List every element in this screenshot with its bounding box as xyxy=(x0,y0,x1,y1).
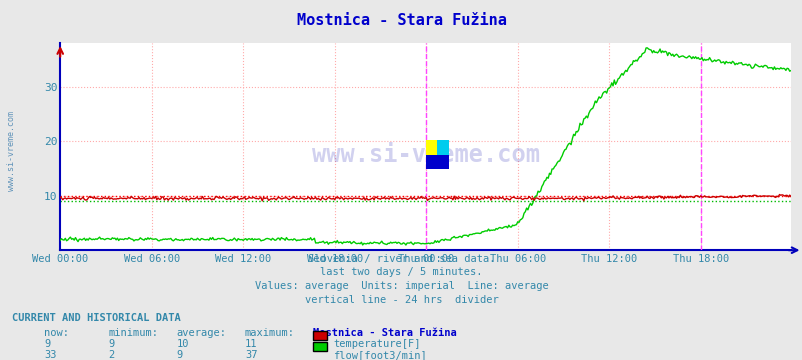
Text: www.si-vreme.com: www.si-vreme.com xyxy=(6,111,16,191)
Text: 11: 11 xyxy=(245,339,257,349)
Text: flow[foot3/min]: flow[foot3/min] xyxy=(333,350,427,360)
Text: minimum:: minimum: xyxy=(108,328,158,338)
Text: 10: 10 xyxy=(176,339,189,349)
Text: Slovenia / river and sea data.: Slovenia / river and sea data. xyxy=(307,254,495,264)
Text: Mostnica - Stara Fužina: Mostnica - Stara Fužina xyxy=(313,328,456,338)
Text: now:: now: xyxy=(44,328,69,338)
Text: average:: average: xyxy=(176,328,226,338)
Text: vertical line - 24 hrs  divider: vertical line - 24 hrs divider xyxy=(304,295,498,305)
Text: Values: average  Units: imperial  Line: average: Values: average Units: imperial Line: av… xyxy=(254,281,548,291)
Bar xyxy=(425,155,448,170)
Text: temperature[F]: temperature[F] xyxy=(333,339,420,349)
Text: 37: 37 xyxy=(245,350,257,360)
Text: www.si-vreme.com: www.si-vreme.com xyxy=(311,143,539,167)
Text: 9: 9 xyxy=(108,339,115,349)
Text: last two days / 5 minutes.: last two days / 5 minutes. xyxy=(320,267,482,278)
Text: maximum:: maximum: xyxy=(245,328,294,338)
Text: 9: 9 xyxy=(176,350,183,360)
Text: 9: 9 xyxy=(44,339,51,349)
Text: CURRENT AND HISTORICAL DATA: CURRENT AND HISTORICAL DATA xyxy=(12,313,180,323)
Text: 33: 33 xyxy=(44,350,57,360)
Text: Mostnica - Stara Fužina: Mostnica - Stara Fužina xyxy=(296,13,506,28)
Bar xyxy=(437,140,448,155)
Bar xyxy=(425,140,437,155)
Text: 2: 2 xyxy=(108,350,115,360)
